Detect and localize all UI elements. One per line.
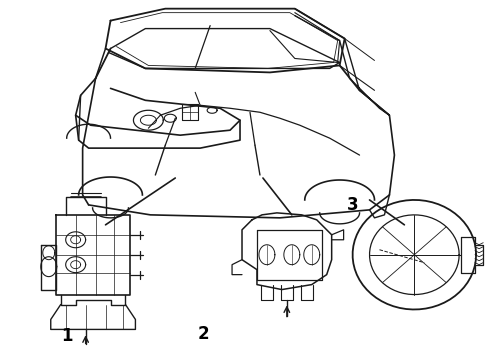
Text: 3: 3 xyxy=(346,196,358,214)
Text: 1: 1 xyxy=(61,327,73,345)
Text: 2: 2 xyxy=(197,325,209,343)
